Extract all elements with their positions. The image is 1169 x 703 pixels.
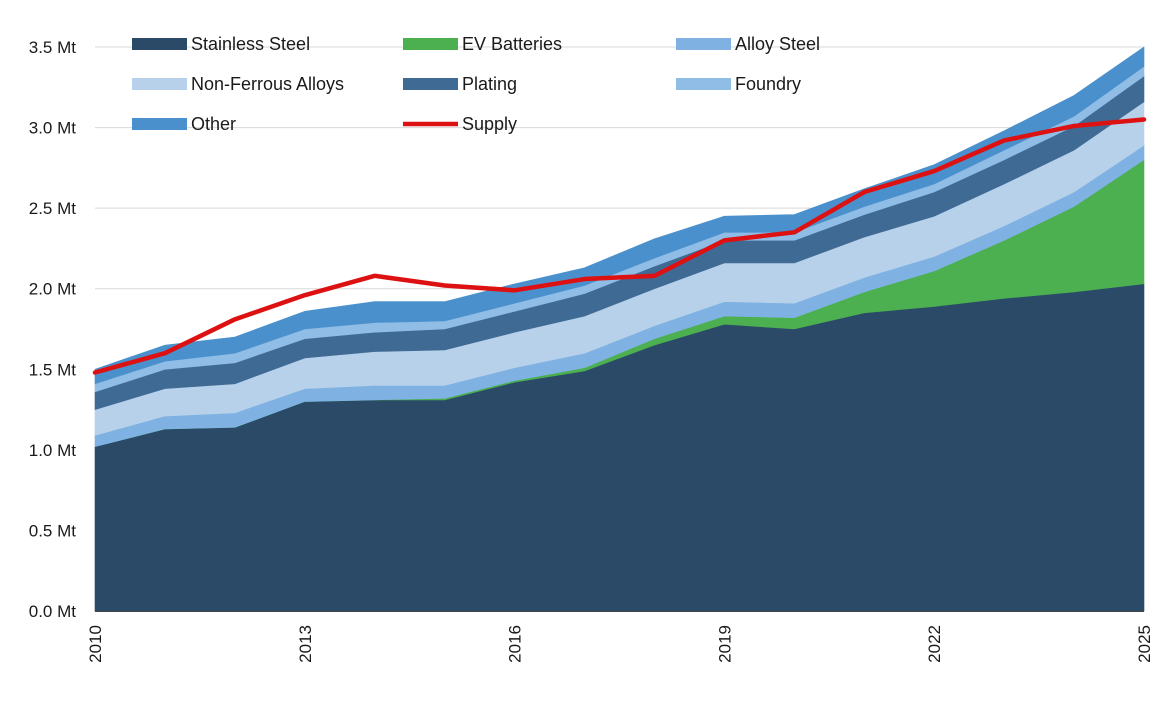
line-supply [92, 117, 1147, 375]
legend-label-supply: Supply [462, 114, 517, 134]
y-tick-label: 0.5 Mt [29, 521, 77, 540]
legend-swatch-alloy-steel [676, 38, 731, 50]
x-tick-label: 2013 [296, 625, 315, 663]
legend-label-alloy-steel: Alloy Steel [735, 34, 820, 54]
legend-swatch-other [132, 118, 187, 130]
legend-swatch-foundry [676, 78, 731, 90]
legend-swatch-stainless-steel [132, 38, 187, 50]
y-tick-label: 1.0 Mt [29, 441, 77, 460]
legend-swatch-plating [403, 78, 458, 90]
axes: 0.0 Mt 0.5 Mt 1.0 Mt 1.5 Mt 2.0 Mt 2.5 Mt 3.0 … [29, 38, 1154, 663]
legend-swatch-non-ferrous-alloys [132, 78, 187, 90]
y-tick-label: 0.0 Mt [29, 602, 77, 621]
x-tick-label: 2025 [1135, 625, 1154, 663]
x-tick-label: 2019 [715, 625, 734, 663]
y-tick-label: 3.5 Mt [29, 38, 77, 57]
y-tick-label: 2.0 Mt [29, 280, 77, 299]
legend-label-non-ferrous-alloys: Non-Ferrous Alloys [191, 74, 344, 94]
legend-label-foundry: Foundry [735, 74, 801, 94]
y-tick-label: 3.0 Mt [29, 119, 77, 138]
legend-swatch-ev-batteries [403, 38, 458, 50]
x-tick-label: 2022 [925, 625, 944, 663]
legend-label-other: Other [191, 114, 236, 134]
y-tick-label: 1.5 Mt [29, 360, 77, 379]
x-tick-label: 2016 [506, 625, 525, 663]
y-tick-label: 2.5 Mt [29, 199, 77, 218]
stacked-areas [94, 46, 1145, 612]
legend-label-ev-batteries: EV Batteries [462, 34, 562, 54]
legend: Stainless Steel EV Batteries Alloy Steel No… [132, 34, 820, 134]
legend-label-plating: Plating [462, 74, 517, 94]
supply-line-layer [92, 117, 1147, 375]
area-other [94, 46, 1145, 385]
x-tick-label: 2010 [86, 625, 105, 663]
legend-label-stainless-steel: Stainless Steel [191, 34, 310, 54]
